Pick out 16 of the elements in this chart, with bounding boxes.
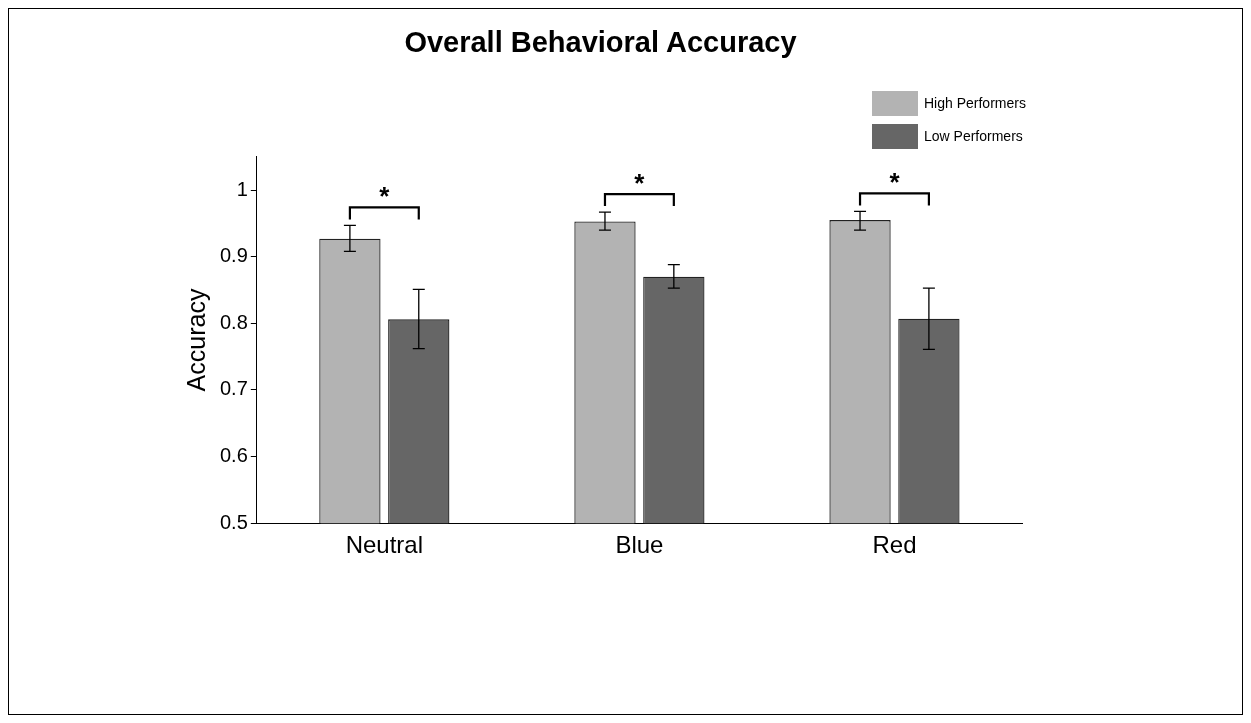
annotation: * bbox=[634, 168, 646, 199]
legend-label: Low Performers bbox=[924, 127, 1023, 144]
annotation: * bbox=[379, 181, 391, 212]
x-tick-label: Blue bbox=[615, 531, 664, 559]
chart-title: Overall Behavioral Accuracy bbox=[404, 26, 797, 59]
y-tick-label: 0.9 bbox=[219, 244, 248, 267]
y-tick-label: 0.6 bbox=[219, 444, 248, 467]
y-tick-label: 0.8 bbox=[219, 310, 248, 333]
y-tick-label: 0.5 bbox=[219, 510, 248, 533]
annotation: * bbox=[889, 167, 901, 198]
y-axis-title: Accuracy bbox=[181, 288, 210, 392]
x-tick-label: Red bbox=[872, 531, 917, 559]
legend-label: High Performers bbox=[924, 94, 1026, 111]
y-tick-label: 1 bbox=[236, 177, 248, 200]
y-tick-label: 0.7 bbox=[219, 377, 248, 400]
x-tick-label: Neutral bbox=[345, 531, 424, 559]
